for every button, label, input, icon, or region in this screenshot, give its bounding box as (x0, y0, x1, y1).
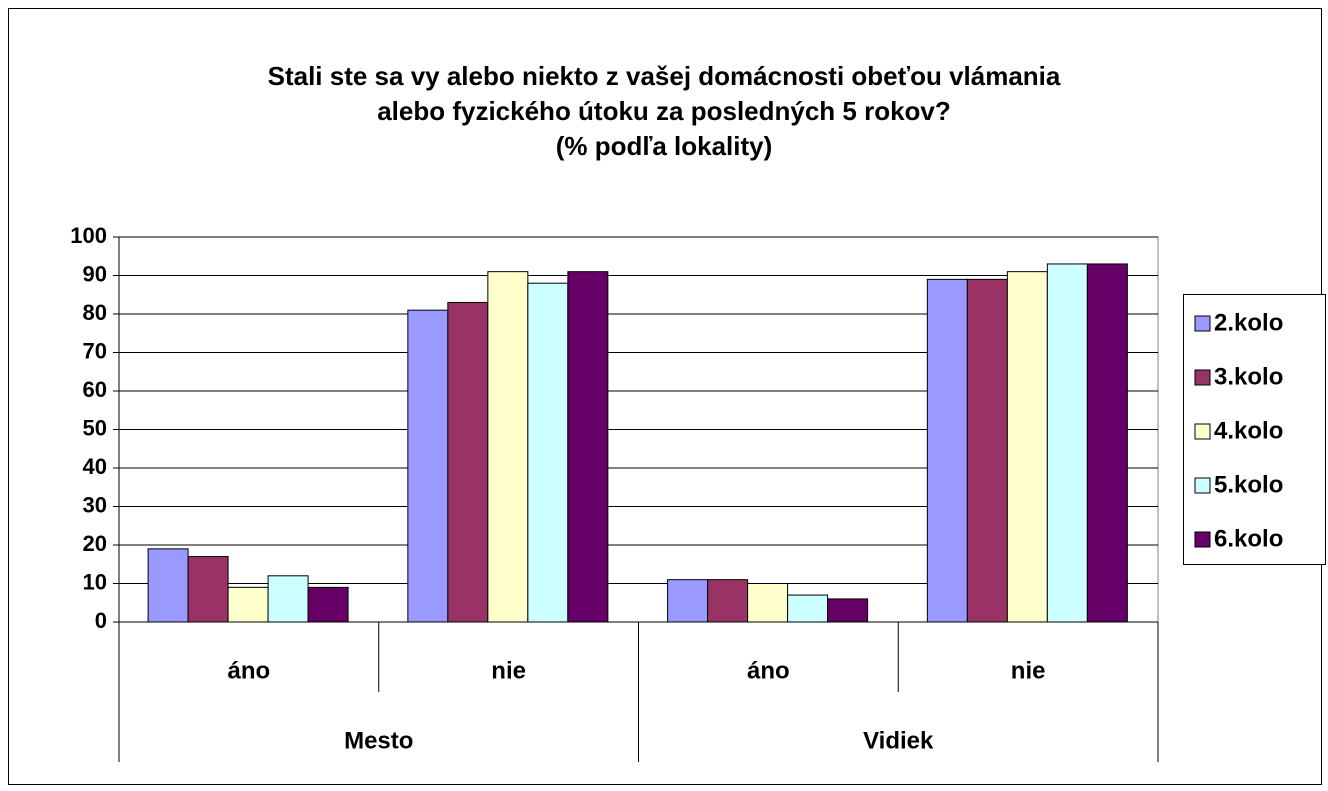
legend-swatch (1194, 369, 1211, 386)
y-tick-label: 60 (83, 377, 107, 402)
y-tick-label: 80 (83, 300, 107, 325)
legend-label: 2.kolo (1214, 309, 1283, 336)
bar (447, 301, 489, 623)
bar (527, 282, 569, 623)
bar (147, 548, 189, 623)
bar (1006, 271, 1048, 623)
bar (747, 583, 789, 623)
bar (567, 271, 609, 623)
y-tick-label: 30 (83, 492, 107, 517)
legend-swatch (1194, 315, 1211, 332)
chart-title: Stali ste sa vy alebo niekto z vašej dom… (268, 61, 1061, 91)
legend-swatch (1194, 423, 1211, 440)
group-label: Vidiek (863, 727, 934, 754)
x-tick-label: nie (491, 657, 526, 684)
bar (707, 579, 749, 623)
x-tick-label: áno (747, 657, 790, 684)
legend-label: 5.kolo (1214, 471, 1283, 498)
y-tick-label: 70 (83, 338, 107, 363)
bar (1046, 263, 1088, 623)
bar (787, 594, 829, 623)
y-tick-label: 100 (70, 223, 107, 248)
y-tick-label: 50 (83, 415, 107, 440)
bar (267, 575, 309, 623)
group-label: Mesto (344, 727, 413, 754)
bar (667, 579, 709, 623)
bar (407, 309, 449, 623)
legend-swatch (1194, 531, 1211, 548)
y-tick-label: 90 (83, 261, 107, 286)
chart-title: alebo fyzického útoku za posledných 5 ro… (377, 96, 951, 126)
bar (227, 586, 269, 623)
legend-swatch (1194, 477, 1211, 494)
x-tick-label: nie (1011, 657, 1046, 684)
bar (307, 586, 349, 623)
bar (1086, 263, 1128, 623)
bar (487, 271, 529, 623)
legend-label: 3.kolo (1214, 363, 1283, 390)
bar (827, 598, 869, 623)
legend-label: 4.kolo (1214, 417, 1283, 444)
legend-label: 6.kolo (1214, 525, 1283, 552)
y-tick-label: 20 (83, 531, 107, 556)
y-tick-label: 40 (83, 454, 107, 479)
x-tick-label: áno (228, 657, 271, 684)
bar (187, 556, 229, 623)
bar (966, 278, 1008, 623)
chart-subtitle: (% podľa lokality) (556, 131, 773, 161)
bar (926, 278, 968, 623)
y-tick-label: 10 (83, 569, 107, 594)
y-tick-label: 0 (95, 608, 107, 633)
